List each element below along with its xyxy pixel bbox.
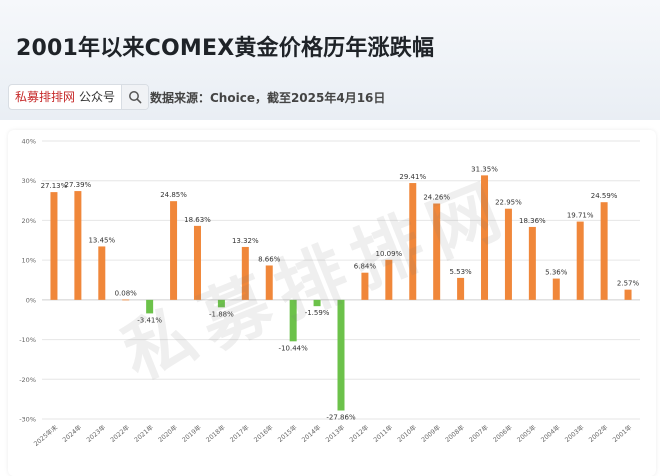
bar <box>576 221 584 300</box>
bar <box>193 225 201 300</box>
data-label: 13.45% <box>88 236 115 244</box>
bar <box>552 278 560 300</box>
bar <box>385 259 393 300</box>
data-label: 10.09% <box>375 250 402 258</box>
y-tick-label: -30% <box>19 416 36 424</box>
x-tick-label: 2010年 <box>395 423 418 444</box>
bar <box>98 246 106 300</box>
x-tick-label: 2014年 <box>299 423 322 444</box>
bar <box>481 175 489 300</box>
chart-card <box>8 130 656 476</box>
data-label: -1.59% <box>305 309 330 317</box>
bar <box>457 277 465 300</box>
x-tick-label: 2021年 <box>132 423 155 444</box>
data-label: 6.84% <box>354 263 377 271</box>
y-tick-label: -20% <box>19 376 36 384</box>
data-source: 数据来源：Choice，截至2025年4月16日 <box>150 91 386 105</box>
y-tick-label: 20% <box>22 217 36 225</box>
bar <box>409 183 417 300</box>
x-tick-label: 2004年 <box>539 423 562 444</box>
header-band: 2001年以来COMEX黄金价格历年涨跌幅 私募排排网 公众号 数据来源：Cho… <box>0 0 660 120</box>
y-tick-label: -10% <box>19 336 36 344</box>
x-tick-label: 2022年 <box>108 423 131 444</box>
x-tick-label: 2017年 <box>228 423 251 444</box>
data-label: 22.95% <box>495 199 522 207</box>
search-button[interactable] <box>121 85 149 109</box>
bar <box>433 203 441 300</box>
x-tick-label: 2013年 <box>323 423 346 444</box>
x-tick-label: 2020年 <box>156 423 179 444</box>
y-tick-labels: 40% 30% 20% 10% 0% -10% -20% -30% <box>19 138 36 424</box>
x-tick-label: 2019年 <box>180 423 203 444</box>
data-labels: 27.13%27.39% 13.45% 0.08% -3.41% 24.85% 18.63… <box>41 165 640 421</box>
data-label: 18.63% <box>184 216 211 224</box>
bar <box>289 299 297 342</box>
x-tick-label: 2011年 <box>371 423 394 444</box>
bar <box>528 226 536 300</box>
brand-tag: 公众号 <box>79 90 116 104</box>
data-label: -10.44% <box>279 344 309 352</box>
data-label: 24.85% <box>160 191 187 199</box>
x-tick-label: 2023年 <box>84 423 107 444</box>
brand-name: 私募排排网 <box>15 90 76 104</box>
bar <box>146 299 154 314</box>
data-label: 31.35% <box>471 165 498 173</box>
bar <box>217 299 225 308</box>
x-tick-label: 2025年末 <box>32 422 60 448</box>
data-label: 2.57% <box>617 280 640 288</box>
bar <box>600 202 608 300</box>
x-tick-label: 2003年 <box>563 423 586 444</box>
brand-search-box[interactable]: 私募排排网 公众号 <box>8 84 150 110</box>
page-title: 2001年以来COMEX黄金价格历年涨跌幅 <box>16 36 435 61</box>
data-label: 24.59% <box>591 192 618 200</box>
data-label: -3.41% <box>137 316 162 324</box>
x-tick-label: 2006年 <box>491 423 514 444</box>
bar <box>504 208 512 300</box>
bar <box>624 289 632 300</box>
data-label: 19.71% <box>567 212 594 220</box>
bar <box>50 192 58 300</box>
data-label: 13.32% <box>232 237 259 245</box>
bar <box>313 299 321 307</box>
data-label: -1.88% <box>209 310 234 318</box>
x-tick-label: 2018年 <box>204 423 227 444</box>
x-tick-label: 2009年 <box>419 423 442 444</box>
x-tick-label: 2001年 <box>610 423 633 444</box>
y-tick-label: 0% <box>26 296 36 304</box>
x-tick-label: 2016年 <box>252 423 275 444</box>
data-label: 27.13% <box>41 182 68 190</box>
x-tick-label: 2002年 <box>587 423 610 444</box>
data-label: 29.41% <box>399 173 426 181</box>
data-label: 27.39% <box>65 181 92 189</box>
x-tick-label: 2008年 <box>443 423 466 444</box>
y-tick-label: 40% <box>22 138 36 146</box>
data-label: 8.66% <box>258 255 281 263</box>
x-tick-label: 2012年 <box>347 423 370 444</box>
x-tick-label: 2015年 <box>276 423 299 444</box>
bar <box>361 272 369 300</box>
bar <box>337 299 345 411</box>
data-label: 5.36% <box>545 269 568 277</box>
data-label: 5.53% <box>449 268 472 276</box>
y-tick-label: 10% <box>22 257 36 265</box>
x-tick-label: 2007年 <box>467 423 490 444</box>
x-tick-labels: 2025年末 2024年 2023年 2022年 2021年 2020年 2019年 2018… <box>32 422 634 448</box>
bar <box>170 201 178 300</box>
search-icon <box>129 91 142 104</box>
x-tick-label: 2024年 <box>60 423 83 444</box>
y-tick-label: 30% <box>22 177 36 185</box>
data-label: 18.36% <box>519 217 546 225</box>
data-label: 0.08% <box>115 290 138 298</box>
bar <box>241 246 249 300</box>
bar <box>74 191 82 300</box>
data-label: 24.26% <box>423 194 450 202</box>
x-tick-label: 2005年 <box>515 423 538 444</box>
bar <box>265 265 273 300</box>
bar <box>122 299 130 301</box>
data-label: -27.86% <box>326 414 356 422</box>
bars <box>50 175 632 411</box>
